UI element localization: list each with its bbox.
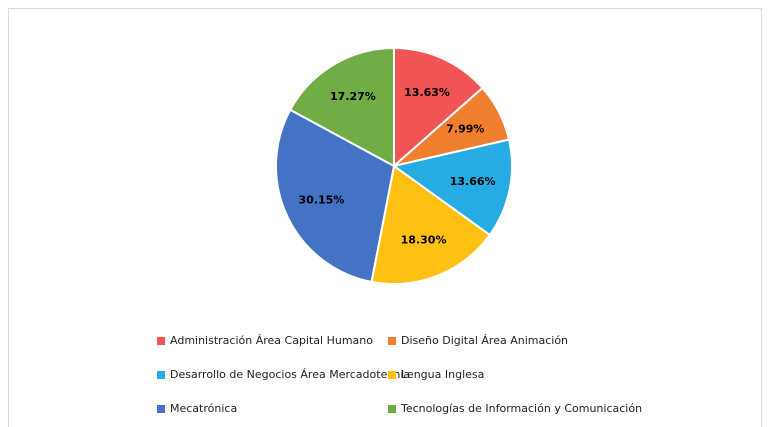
legend-label: Tecnologías de Información y Comunicació…: [400, 402, 642, 415]
legend-swatch: [157, 405, 165, 413]
legend-swatch: [157, 337, 165, 345]
pie-slice: [391, 138, 513, 237]
data-label: 13.63%: [404, 86, 450, 99]
pie-slice: [275, 108, 396, 284]
legend-label: Diseño Digital Área Animación: [401, 334, 568, 347]
data-label: 30.15%: [299, 193, 345, 206]
legend-label: Administración Área Capital Humano: [170, 334, 373, 347]
data-label: 18.30%: [401, 234, 447, 247]
legend-swatch: [388, 371, 396, 379]
data-label: 13.66%: [450, 175, 496, 188]
legend-swatch: [388, 405, 396, 413]
legend-label: Desarrollo de Negocios Área Mercadotecni…: [170, 368, 410, 381]
legend-swatch: [157, 371, 165, 379]
data-label: 7.99%: [446, 122, 484, 135]
data-label: 17.27%: [330, 90, 376, 103]
pie-slice: [288, 46, 395, 168]
pie-slice: [370, 164, 492, 285]
pie-slice: [393, 46, 484, 169]
legend-label: Mecatrónica: [170, 402, 237, 415]
legend-swatch: [388, 337, 396, 345]
legend-label: Lengua Inglesa: [401, 368, 484, 381]
